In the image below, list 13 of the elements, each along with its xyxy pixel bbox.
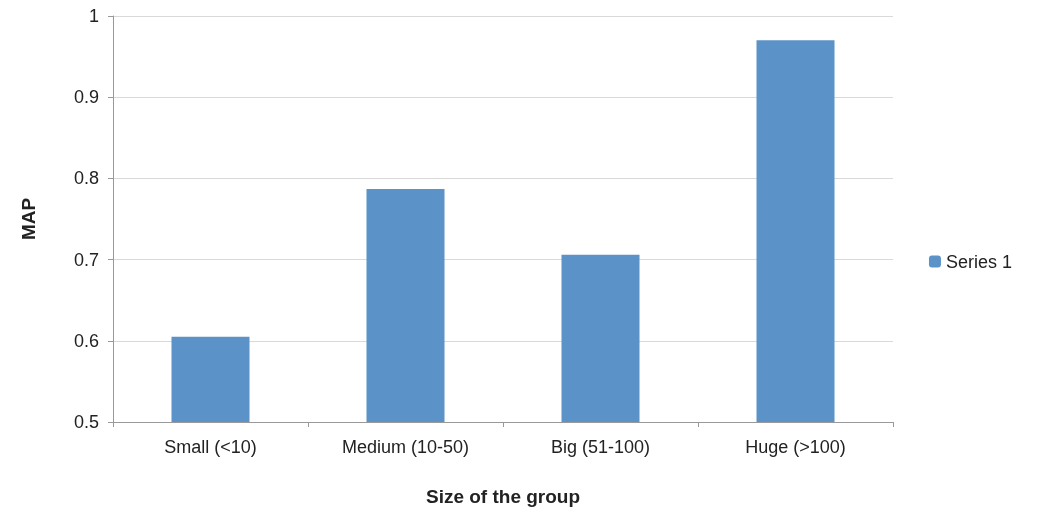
- x-tick-label: Small (<10): [164, 437, 257, 457]
- x-tick-label: Big (51-100): [550, 437, 651, 457]
- y-axis-title: MAP: [18, 197, 39, 241]
- legend-label: Series 1: [945, 251, 1013, 272]
- y-tick-label: 0.6: [73, 330, 99, 351]
- y-tick-label: 0.7: [73, 249, 99, 270]
- x-axis-title: Size of the group: [425, 486, 581, 507]
- y-tick-label: 1: [88, 6, 99, 26]
- y-tick-label: 0.9: [73, 87, 99, 108]
- y-tick-label: 0.8: [73, 168, 99, 189]
- x-tick-label: Huge (>100): [745, 437, 846, 457]
- y-tick-label: 0.5: [73, 412, 99, 432]
- x-tick-label: Medium (10-50): [341, 437, 470, 457]
